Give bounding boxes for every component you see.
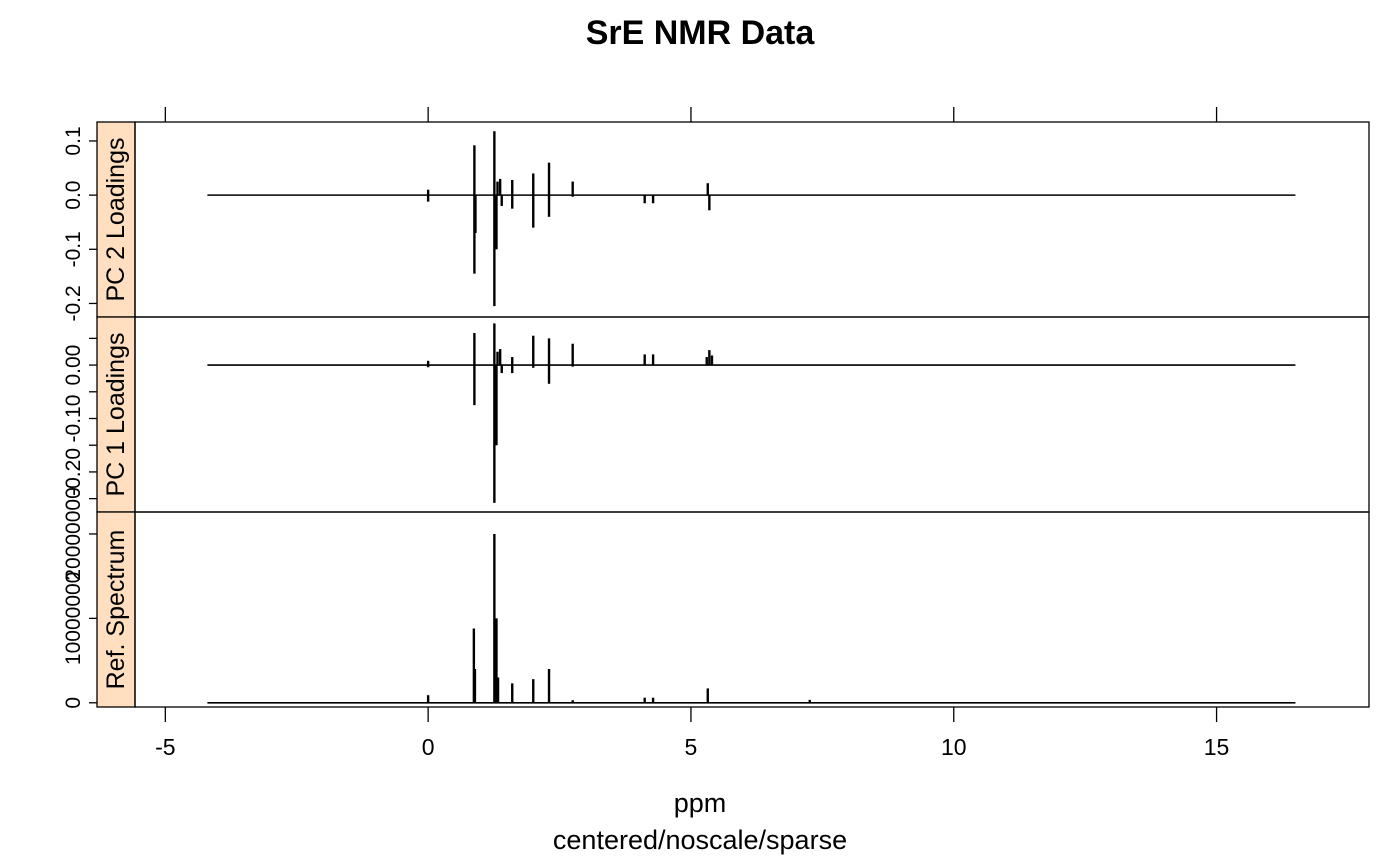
x-axis-label: ppm: [674, 788, 727, 818]
x-tick-label: 5: [685, 734, 698, 760]
y-axis: 0.1 0.0 -0.1 -0.2: [62, 126, 97, 322]
y-axis: 0.00 -0.10 -0.20: [62, 337, 97, 500]
panel-frame: [134, 511, 1370, 708]
y-tick-label: -0.10: [62, 395, 85, 443]
chart-subtitle: centered/noscale/sparse: [553, 825, 847, 855]
x-tick-label: -5: [155, 734, 175, 760]
panel-strip: [96, 511, 136, 708]
panel-frame: [134, 121, 1370, 318]
y-tick-label: 0: [62, 697, 85, 709]
x-tick-label: 0: [422, 734, 435, 760]
y-tick-label: -0.2: [62, 285, 85, 321]
y-tick-label: 20000000: [62, 487, 85, 580]
y-tick-label: -0.1: [62, 231, 85, 267]
x-tick-label: 15: [1204, 734, 1230, 760]
x-axis-top: [164, 107, 1218, 122]
panel-2: PC 1 Loadings 0.00 -0.10 -0.20: [62, 316, 1370, 513]
y-tick-label: 10000000: [62, 572, 85, 665]
panel-strip-label: Ref. Spectrum: [102, 530, 130, 690]
y-tick-label: 0.00: [62, 345, 85, 386]
panel-strip-label: PC 2 Loadings: [102, 137, 130, 301]
panel-strip-label: PC 1 Loadings: [102, 332, 130, 496]
x-tick-label: 10: [941, 734, 967, 760]
x-axis-bottom: -5 0 5 10 15: [155, 707, 1229, 760]
y-tick-label: 0.1: [62, 126, 85, 155]
panel-1: PC 2 Loadings 0.1 0.0 -0.1 -0.2: [62, 121, 1370, 322]
y-tick-label: -0.20: [62, 448, 85, 496]
panel-strip: [96, 121, 136, 318]
y-tick-label: 0.0: [62, 181, 85, 210]
chart-title: SrE NMR Data: [586, 14, 816, 52]
panel-frame: [134, 316, 1370, 513]
